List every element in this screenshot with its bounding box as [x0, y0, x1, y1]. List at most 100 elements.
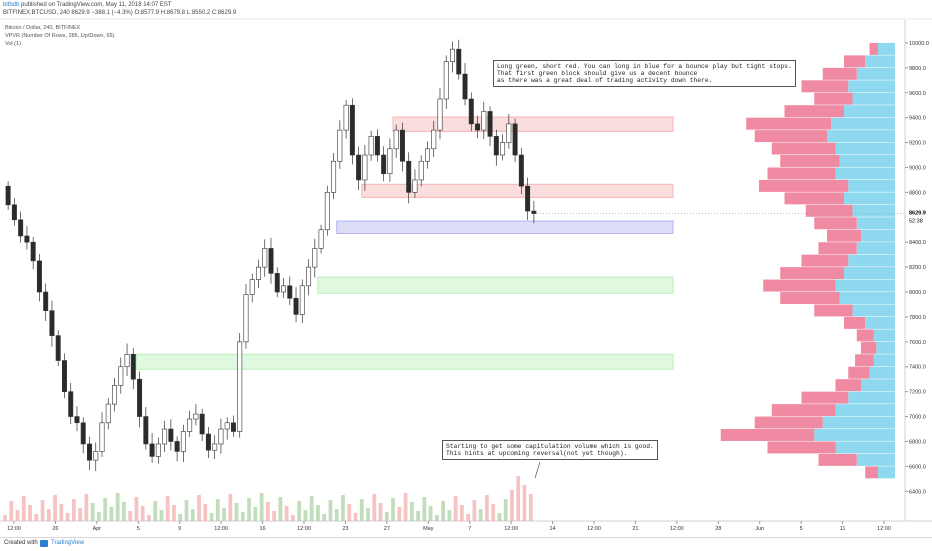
x-tick-label: 12:00: [7, 526, 21, 532]
vp-down-bar: [780, 292, 840, 304]
vp-up-bar: [874, 329, 895, 341]
candle-body: [256, 267, 260, 279]
volume-bar: [397, 507, 401, 521]
candle-body: [225, 423, 229, 429]
candle-body: [319, 230, 323, 249]
vp-down-bar: [755, 130, 827, 142]
volume-bar: [141, 506, 145, 521]
candle-body: [18, 220, 22, 236]
vp-up-bar: [844, 192, 895, 204]
annotation-top[interactable]: Long green, short red. You can long in b…: [493, 60, 796, 87]
volume-bar: [479, 509, 483, 521]
y-tick-label: 9400.0: [909, 116, 926, 122]
vp-up-bar: [857, 454, 895, 466]
vp-up-bar: [874, 354, 895, 366]
vp-down-bar: [844, 317, 865, 329]
volume-bars: [3, 476, 532, 521]
volume-bar: [516, 476, 520, 521]
volume-bar: [304, 510, 308, 521]
tradingview-brand-link[interactable]: TradingView: [51, 540, 84, 546]
x-tick-label: 9: [178, 526, 181, 532]
candle-body: [25, 236, 29, 242]
volume-bar: [34, 514, 38, 521]
volume-bar: [103, 498, 107, 521]
x-tick-label: Apr: [93, 526, 102, 532]
candle-body: [369, 136, 373, 155]
vp-down-bar: [785, 192, 845, 204]
vp-down-bar: [768, 167, 836, 179]
x-tick-label: 5: [800, 526, 803, 532]
candle-body: [375, 136, 379, 155]
candle-body: [463, 74, 467, 99]
candle-body: [238, 342, 242, 432]
vp-down-bar: [802, 80, 849, 92]
vp-down-bar: [819, 454, 857, 466]
x-tick-label: 11: [840, 526, 846, 532]
candle-body: [94, 451, 98, 460]
candle-body: [37, 261, 41, 292]
volume-bar: [429, 506, 433, 521]
vp-down-bar: [855, 354, 874, 366]
vp-up-bar: [861, 379, 895, 391]
vp-up-bar: [848, 80, 895, 92]
candle-body: [475, 124, 479, 130]
vp-up-bar: [848, 392, 895, 404]
volume-bar: [135, 497, 139, 521]
candle-body: [137, 379, 141, 416]
volume-bar: [329, 500, 333, 521]
vp-up-bar: [853, 304, 896, 316]
vp-down-bar: [827, 230, 861, 242]
volume-bar: [197, 495, 201, 521]
x-tick-label: 12:00: [214, 526, 228, 532]
candle-body: [388, 149, 392, 174]
vp-up-bar: [827, 130, 895, 142]
candle-body: [513, 124, 517, 155]
x-tick-label: 12:00: [297, 526, 311, 532]
vp-up-bar: [853, 205, 896, 217]
x-tick-label: 23: [342, 526, 348, 532]
volume-bar: [460, 505, 464, 521]
y-tick-label: 9600.0: [909, 91, 926, 97]
annotation-bottom[interactable]: Starting to get some capitulation volume…: [442, 440, 658, 460]
vp-down-bar: [802, 255, 849, 267]
candle-body: [187, 419, 191, 431]
zone-red: [393, 117, 673, 131]
volume-bar: [379, 503, 383, 521]
volume-bar: [354, 513, 358, 521]
volume-bar: [160, 510, 164, 521]
volume-bar: [385, 512, 389, 521]
volume-bar: [47, 509, 51, 521]
vp-up-bar: [857, 68, 895, 80]
candle-body: [519, 155, 523, 186]
candle-body: [413, 180, 417, 192]
vp-down-bar: [780, 155, 840, 167]
vp-down-bar: [746, 118, 831, 130]
vp-down-bar: [759, 180, 848, 192]
candle-body: [532, 211, 536, 213]
vp-up-bar: [823, 417, 895, 429]
candle-body: [194, 414, 198, 419]
volume-bar: [84, 494, 88, 521]
volume-bar: [28, 505, 32, 521]
candle-body: [156, 444, 160, 456]
candle-body: [250, 280, 254, 295]
candle-body: [425, 149, 429, 161]
candle-body: [469, 99, 473, 124]
volume-bar: [210, 513, 214, 521]
candle-body: [381, 155, 385, 174]
volume-bar: [372, 494, 376, 521]
vp-up-bar: [836, 441, 896, 453]
volume-bar: [16, 510, 20, 521]
y-tick-label: 7400.0: [909, 365, 926, 371]
candle-body: [43, 292, 47, 311]
candle-body: [56, 336, 60, 361]
candle-body: [219, 429, 223, 444]
volume-bar: [285, 506, 289, 521]
tradingview-logo-icon: [40, 540, 48, 547]
vp-up-bar: [840, 292, 895, 304]
volume-bar: [66, 513, 70, 521]
x-tick-label: 12:00: [670, 526, 684, 532]
volume-bar: [72, 499, 76, 521]
volume-bar: [416, 511, 420, 521]
candle-body: [87, 444, 91, 460]
